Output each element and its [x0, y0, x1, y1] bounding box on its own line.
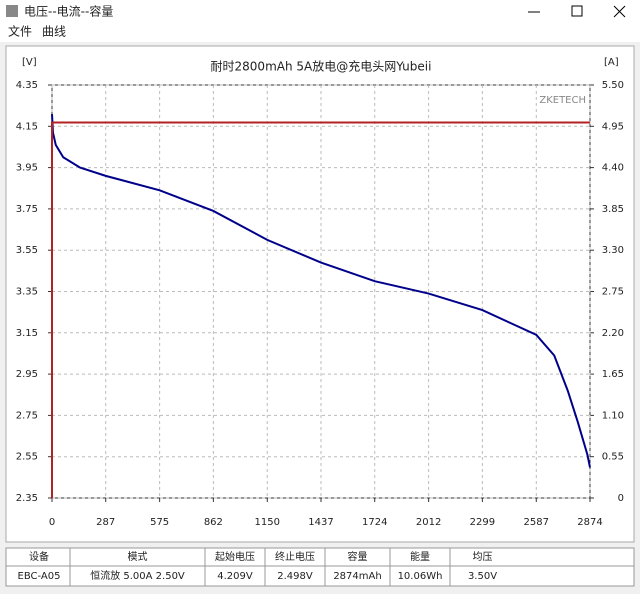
title-bar — [0, 0, 640, 22]
y-tick-label: 4.15 — [16, 121, 38, 132]
y-tick-label: 3.75 — [16, 204, 38, 215]
x-tick-label: 2299 — [470, 517, 495, 528]
table-header: 均压 — [473, 551, 493, 563]
x-tick-label: 0 — [49, 517, 55, 528]
maximize-button[interactable] — [571, 5, 583, 17]
table-cell: 恒流放 5.00A 2.50V — [90, 569, 185, 582]
table-cell: 10.06Wh — [398, 571, 443, 582]
brand: ZKETECH — [539, 95, 586, 106]
close-button[interactable] — [613, 5, 626, 18]
x-tick-label: 1724 — [362, 517, 387, 528]
y2-tick-label: 3.85 — [602, 204, 624, 215]
y-tick-label: 2.55 — [16, 452, 38, 463]
y2-axis-label: [A] — [604, 57, 619, 68]
y2-tick-label: 1.65 — [602, 369, 624, 380]
line-series — [51, 121, 590, 498]
menu-bar — [0, 22, 640, 42]
table-cell: 3.50V — [468, 571, 497, 582]
table-cell: 4.209V — [217, 571, 253, 582]
x-tick-label: 2587 — [524, 517, 549, 528]
y-tick-label: 3.35 — [16, 287, 38, 298]
x-tick-label: 2874 — [577, 517, 602, 528]
menu-item[interactable]: 曲线 — [42, 25, 66, 39]
y-tick-label: 2.75 — [16, 410, 38, 421]
table-header: 能量 — [410, 550, 430, 563]
y2-tick-label: 1.10 — [602, 410, 624, 421]
x-tick-label: 1150 — [255, 517, 280, 528]
y2-tick-label: 4.95 — [602, 121, 624, 132]
y2-tick-label: 3.30 — [602, 245, 624, 256]
y-tick-label: 3.95 — [16, 163, 38, 174]
y2-tick-label: 4.40 — [602, 163, 624, 174]
y2-tick-label: 0 — [618, 493, 624, 504]
y2-tick-label: 5.50 — [602, 80, 624, 91]
table-header: 终止电压 — [275, 550, 315, 563]
x-tick-label: 287 — [96, 517, 115, 528]
table-header: 起始电压 — [215, 550, 255, 563]
line-series — [51, 114, 591, 468]
table-cell: 2874mAh — [333, 571, 381, 582]
y-tick-label: 2.95 — [16, 369, 38, 380]
app-icon — [6, 5, 18, 17]
table-cell: 2.498V — [277, 571, 313, 582]
y2-tick-label: 2.20 — [602, 328, 624, 339]
table-header: 容量 — [348, 550, 368, 563]
y2-tick-label: 2.75 — [602, 287, 624, 298]
window-title: 电压--电流--容量 — [24, 4, 113, 19]
table-header: 设备 — [29, 550, 49, 563]
x-tick-label: 1437 — [308, 517, 333, 528]
chart-title: 耐时2800mAh 5A放电@充电头网Yubeii — [211, 59, 432, 74]
table-bg — [5, 547, 635, 587]
y-tick-label: 4.35 — [16, 80, 38, 91]
table-header: 模式 — [128, 550, 148, 563]
menu-item[interactable]: 文件 — [8, 24, 32, 39]
y-tick-label: 3.55 — [16, 245, 38, 256]
y-tick-label: 2.35 — [16, 493, 38, 504]
x-tick-label: 2012 — [416, 517, 441, 528]
y-axis-label: [V] — [22, 57, 37, 68]
x-tick-label: 575 — [150, 517, 169, 528]
y2-tick-label: 0.55 — [602, 452, 624, 463]
x-tick-label: 862 — [204, 517, 223, 528]
table-cell: EBC-A05 — [18, 571, 61, 582]
y-tick-label: 3.15 — [16, 328, 38, 339]
